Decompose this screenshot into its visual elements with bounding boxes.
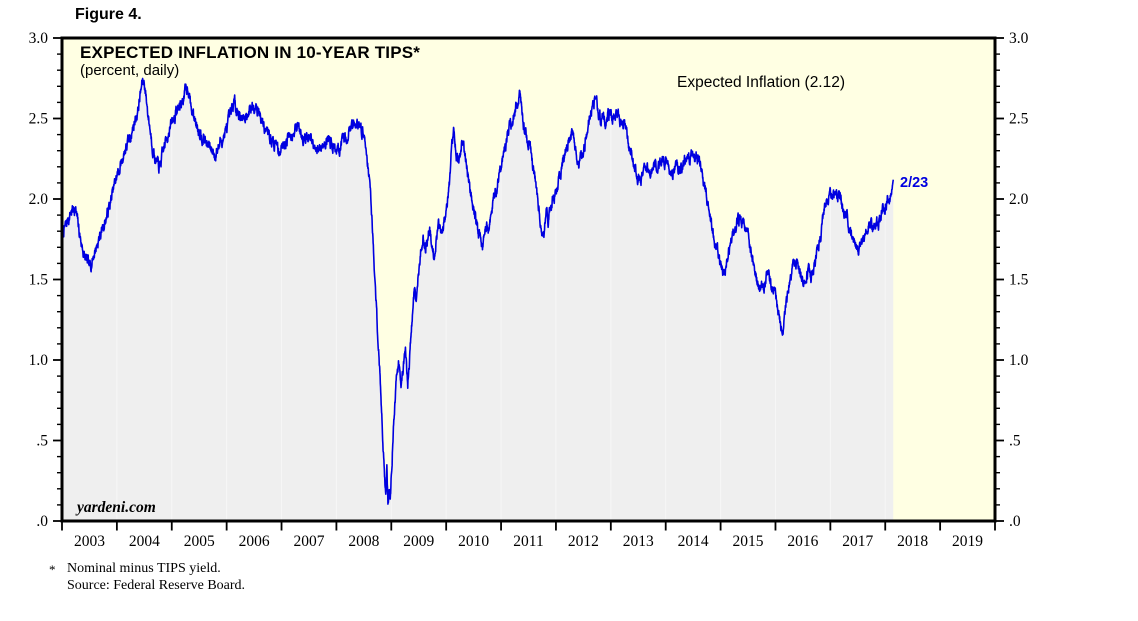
watermark-yardeni: yardeni.com — [77, 499, 156, 516]
x-axis-year-label: 2018 — [897, 533, 928, 550]
chart-title: EXPECTED INFLATION IN 10-YEAR TIPS* — [80, 43, 421, 62]
chart-subtitle: (percent, daily) — [80, 62, 180, 79]
figure-label: Figure 4. — [75, 6, 142, 23]
x-axis-year-label: 2009 — [403, 533, 434, 550]
y-axis-label-left: 1.0 — [29, 352, 49, 369]
y-axis-label-left: 3.0 — [29, 30, 49, 47]
y-axis-label-left: 2.5 — [29, 111, 49, 128]
x-axis-year-label: 2014 — [678, 533, 709, 550]
x-axis-year-label: 2012 — [568, 533, 599, 550]
x-axis-year-label: 2008 — [348, 533, 379, 550]
footnote-asterisk: * — [49, 562, 56, 577]
x-axis-year-label: 2016 — [787, 533, 818, 550]
y-axis-label-right: .0 — [1009, 513, 1021, 530]
y-axis-label-right: 2.0 — [1009, 191, 1029, 208]
footnote-line2: Source: Federal Reserve Board. — [67, 578, 246, 593]
y-axis-label-left: 1.5 — [29, 272, 49, 289]
y-axis-label-left: .0 — [36, 513, 48, 530]
x-axis-year-label: 2011 — [513, 533, 543, 550]
x-axis-year-label: 2005 — [184, 533, 215, 550]
footnote-line1: Nominal minus TIPS yield. — [67, 561, 221, 576]
y-axis-label-left: 2.0 — [29, 191, 49, 208]
y-axis-label-left: .5 — [36, 433, 48, 450]
x-axis-year-label: 2010 — [458, 533, 489, 550]
x-axis-year-label: 2007 — [293, 533, 324, 550]
legend-label: Expected Inflation (2.12) — [677, 74, 846, 91]
x-axis-year-label: 2003 — [74, 533, 105, 550]
y-axis-label-right: .5 — [1009, 433, 1021, 450]
y-axis-label-right: 3.0 — [1009, 30, 1029, 47]
y-axis-label-right: 1.5 — [1009, 272, 1029, 289]
y-axis-label-right: 2.5 — [1009, 111, 1029, 128]
x-axis-year-label: 2017 — [842, 533, 873, 550]
y-axis-label-right: 1.0 — [1009, 352, 1029, 369]
x-axis-year-label: 2004 — [129, 533, 160, 550]
x-axis-year-label: 2006 — [239, 533, 270, 550]
x-axis-year-label: 2019 — [952, 533, 983, 550]
x-axis-year-label: 2015 — [733, 533, 764, 550]
last-point-date-label: 2/23 — [900, 175, 929, 191]
x-axis-year-label: 2013 — [623, 533, 654, 550]
